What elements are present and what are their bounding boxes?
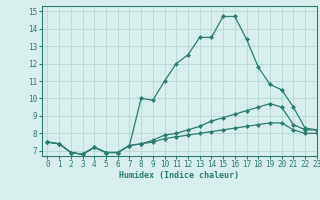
X-axis label: Humidex (Indice chaleur): Humidex (Indice chaleur)	[119, 171, 239, 180]
